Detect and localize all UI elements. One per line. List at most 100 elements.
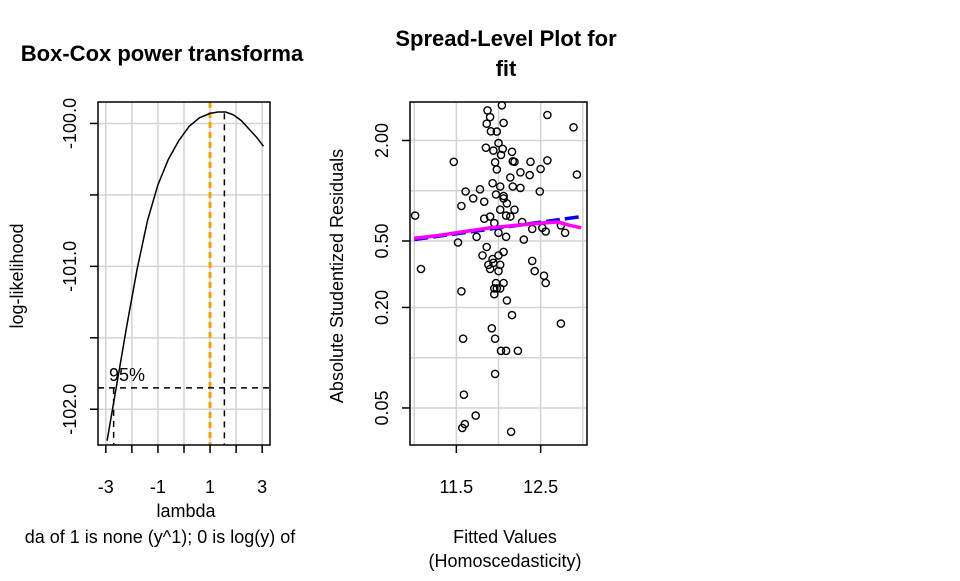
residual-point [496, 150, 506, 160]
residual-point [488, 254, 497, 264]
residual-point [569, 123, 578, 132]
residual-point [507, 310, 517, 320]
residual-point [482, 242, 492, 252]
residual-point [541, 278, 551, 288]
residual-point [556, 319, 566, 328]
residual-point [505, 173, 515, 182]
residual-point [458, 334, 468, 344]
residual-point [486, 127, 496, 136]
residual-point [468, 194, 478, 203]
boxcox-title: Box-Cox power transforma [21, 41, 304, 66]
spread-level-y-tick-label: 2.00 [372, 123, 392, 158]
residual-point [527, 256, 537, 266]
residual-point [535, 187, 545, 196]
residual-point [479, 214, 489, 223]
residual-point [543, 156, 552, 165]
boxcox-x-label: lambda [156, 501, 216, 521]
residual-point [560, 228, 570, 238]
residual-point [487, 323, 497, 333]
residual-point [489, 146, 498, 155]
residual-point [416, 264, 426, 274]
residual-point [459, 390, 469, 400]
log-likelihood-curve [106, 111, 265, 441]
residual-point [527, 224, 537, 234]
boxcox-x-tick-label: -1 [150, 477, 166, 497]
boxcox-x-ticks: -3 -1 1 3 [98, 445, 267, 497]
residual-point [498, 144, 508, 154]
spread-level-y-tick-label: 0.20 [372, 290, 392, 325]
residual-point [485, 112, 495, 122]
spread-level-x-tick-label: 11.5 [440, 477, 474, 497]
residual-point [526, 157, 535, 167]
residual-point [490, 157, 500, 167]
residual-point [510, 205, 519, 214]
residual-point [501, 346, 511, 356]
residual-point [490, 334, 500, 344]
residual-point [505, 212, 515, 221]
residual-point [410, 211, 420, 220]
residual-point [489, 289, 499, 299]
residual-point [457, 423, 467, 433]
spread-level-subtitle: (Homoscedasticity) [428, 551, 581, 571]
residual-point [457, 286, 466, 296]
spread-level-y-ticks: 0.05 0.20 0.50 2.00 [372, 123, 410, 425]
boxcox-grid [98, 102, 270, 445]
residual-point [501, 232, 511, 242]
residual-point [499, 118, 508, 128]
residual-point [510, 157, 519, 167]
residual-point [475, 184, 485, 194]
residual-point [478, 251, 487, 260]
residual-point [495, 284, 505, 293]
boxcox-lines [98, 102, 270, 445]
residual-point [497, 101, 507, 110]
residual-point [479, 197, 489, 206]
spread-level-grid [410, 102, 587, 445]
residual-point [502, 199, 512, 208]
residual-point [530, 266, 540, 276]
residual-point [519, 235, 529, 244]
residual-point [481, 143, 491, 152]
residual-point [536, 164, 545, 174]
residual-point [499, 247, 508, 257]
boxcox-y-tick-label: -101.0 [60, 241, 80, 292]
residual-point [489, 284, 499, 293]
spread-level-title-line-1: Spread-Level Plot for [395, 26, 617, 51]
boxcox-y-tick-label: -100.0 [60, 98, 80, 149]
spread-level-y-tick-label: 0.05 [372, 390, 392, 425]
residual-point [472, 232, 481, 242]
residual-point [492, 127, 502, 136]
boxcox-panel: -3 -1 1 3 -102.0 -101.0 -100.0 Box-Cox power … [7, 41, 304, 547]
residual-point [525, 170, 535, 180]
residual-point [507, 147, 517, 157]
boxcox-x-tick-label: 3 [257, 477, 267, 497]
residual-point [457, 201, 466, 211]
residual-point [482, 119, 492, 128]
residual-point [495, 182, 505, 191]
spread-level-x-tick-label: 12.5 [523, 477, 558, 497]
spread-level-x-ticks: 11.5 12.5 [440, 445, 558, 497]
residual-point [492, 165, 502, 174]
residual-point [453, 238, 463, 247]
residual-point [496, 346, 506, 356]
residual-point [461, 187, 470, 196]
residual-point [495, 205, 505, 214]
residual-point [491, 190, 501, 199]
spread-level-points [410, 101, 582, 437]
residual-point [506, 427, 516, 437]
residual-point [543, 110, 552, 120]
residual-point [488, 178, 497, 188]
residual-point [508, 182, 518, 191]
spread-level-x-label: Fitted Values [453, 527, 557, 547]
residual-point [516, 167, 525, 177]
residual-point [541, 227, 551, 236]
residual-point [490, 369, 500, 379]
residual-point [516, 183, 525, 193]
spread-level-y-label: Absolute Studentized Residuals [327, 149, 347, 403]
residual-point [513, 346, 523, 356]
residual-point [502, 296, 512, 305]
residual-point [501, 211, 511, 220]
spread-level-lines [413, 214, 582, 242]
residual-point [471, 411, 481, 420]
